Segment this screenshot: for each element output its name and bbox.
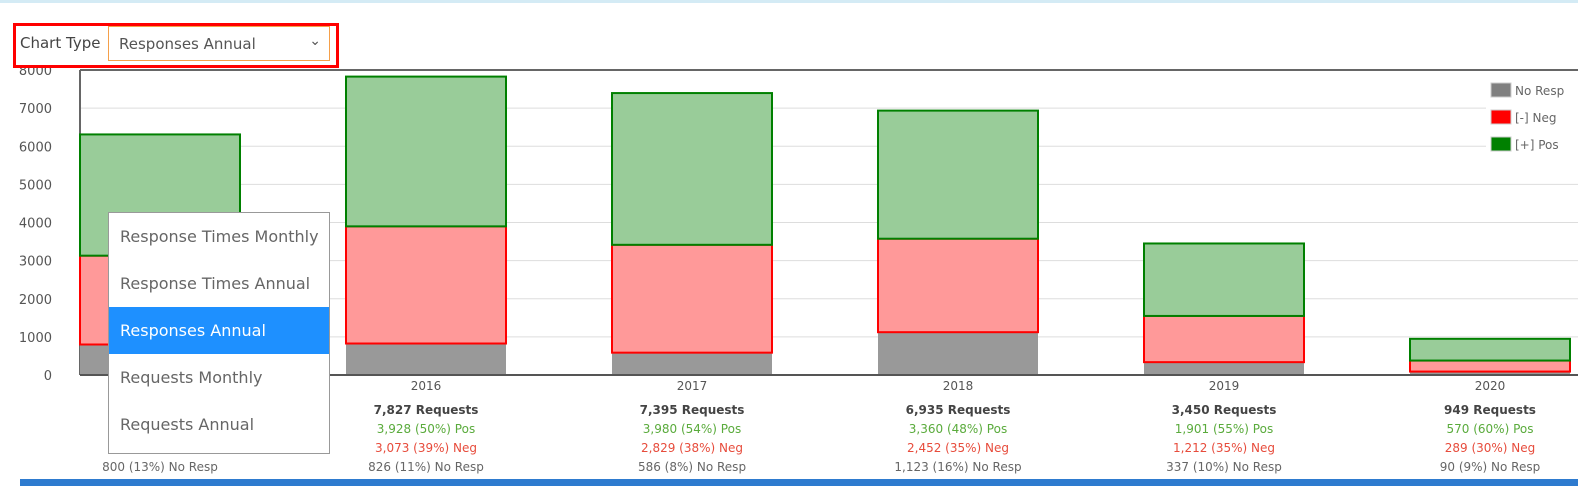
x-tick-label: 2019: [1209, 379, 1240, 393]
y-tick-label: 2000: [19, 293, 52, 308]
noresp-label: 337 (10%) No Resp: [1166, 460, 1282, 474]
legend-swatch: [1490, 82, 1512, 98]
legend-label: [-] Neg: [1515, 111, 1556, 125]
y-tick-label: 5000: [19, 178, 52, 193]
noresp-label: 90 (9%) No Resp: [1440, 460, 1540, 474]
bar-neg-2018: [877, 237, 1039, 334]
requests-label: 6,935 Requests: [906, 403, 1011, 417]
neg-label: 2,829 (38%) Neg: [641, 441, 743, 455]
pos-label: 3,360 (48%) Pos: [909, 422, 1007, 436]
bar-noresp-2018: [878, 332, 1038, 375]
legend-swatch: [1490, 136, 1512, 152]
neg-label: 1,212 (35%) Neg: [1173, 441, 1275, 455]
noresp-label: 826 (11%) No Resp: [368, 460, 484, 474]
chart-type-highlight: [13, 23, 339, 68]
bar-noresp-2019: [1144, 362, 1304, 375]
x-tick-label: 2017: [677, 379, 708, 393]
bar-pos-2017: [611, 92, 773, 246]
pos-label: 3,928 (50%) Pos: [377, 422, 475, 436]
neg-label: 2,452 (35%) Neg: [907, 441, 1009, 455]
option-responses-annual[interactable]: Responses Annual: [109, 307, 329, 354]
noresp-label: 800 (13%) No Resp: [102, 460, 218, 474]
option-response-times-annual[interactable]: Response Times Annual: [120, 274, 311, 293]
selected-value: Responses Annual: [119, 35, 256, 53]
requests-label: 949 Requests: [1444, 403, 1536, 417]
pos-label: 3,980 (54%) Pos: [643, 422, 741, 436]
y-tick-label: 1000: [19, 331, 52, 346]
legend-label: No Resp: [1515, 84, 1564, 98]
noresp-label: 586 (8%) No Resp: [638, 460, 746, 474]
bar-noresp-2016: [346, 343, 506, 375]
x-tick-label: 2018: [943, 379, 974, 393]
pos-label: 1,901 (55%) Pos: [1175, 422, 1273, 436]
requests-label: 3,450 Requests: [1172, 403, 1277, 417]
x-tick-label: 2016: [411, 379, 442, 393]
bar-pos-2018: [877, 109, 1039, 240]
y-tick-label: 6000: [19, 140, 52, 155]
y-tick-label: 3000: [19, 255, 52, 270]
chart-type-select[interactable]: Responses Annual ⌄: [108, 26, 330, 61]
x-tick-label: 2020: [1475, 379, 1506, 393]
chart-type-dropdown: Response Times Monthly Response Times An…: [108, 212, 330, 454]
bar-neg-2019: [1143, 314, 1305, 364]
neg-label: 3,073 (39%) Neg: [375, 441, 477, 455]
bar-neg-2020: [1409, 359, 1571, 373]
option-requests-monthly[interactable]: Requests Monthly: [120, 368, 263, 387]
bar-pos-2016: [345, 75, 507, 228]
chevron-down-icon: ⌄: [309, 33, 321, 49]
legend-label: [+] Pos: [1515, 138, 1559, 152]
requests-label: 7,827 Requests: [374, 403, 479, 417]
chart-type-label: Chart Type: [20, 34, 101, 52]
legend-swatch: [1490, 109, 1512, 125]
bottom-bar: [20, 479, 1578, 486]
bar-noresp-2020: [1410, 371, 1570, 375]
top-border: [0, 0, 1578, 3]
option-response-times-monthly[interactable]: Response Times Monthly: [120, 227, 319, 246]
y-tick-label: 7000: [19, 102, 52, 117]
bar-noresp-2017: [612, 352, 772, 375]
y-tick-label: 0: [44, 369, 52, 384]
noresp-label: 1,123 (16%) No Resp: [894, 460, 1021, 474]
requests-label: 7,395 Requests: [640, 403, 745, 417]
pos-label: 570 (60%) Pos: [1447, 422, 1534, 436]
y-tick-label: 4000: [19, 217, 52, 232]
bar-neg-2016: [345, 225, 507, 345]
option-requests-annual[interactable]: Requests Annual: [120, 415, 255, 434]
bar-neg-2017: [611, 243, 773, 354]
neg-label: 289 (30%) Neg: [1445, 441, 1536, 455]
bar-pos-2019: [1143, 242, 1305, 317]
bar-pos-2020: [1409, 337, 1571, 362]
